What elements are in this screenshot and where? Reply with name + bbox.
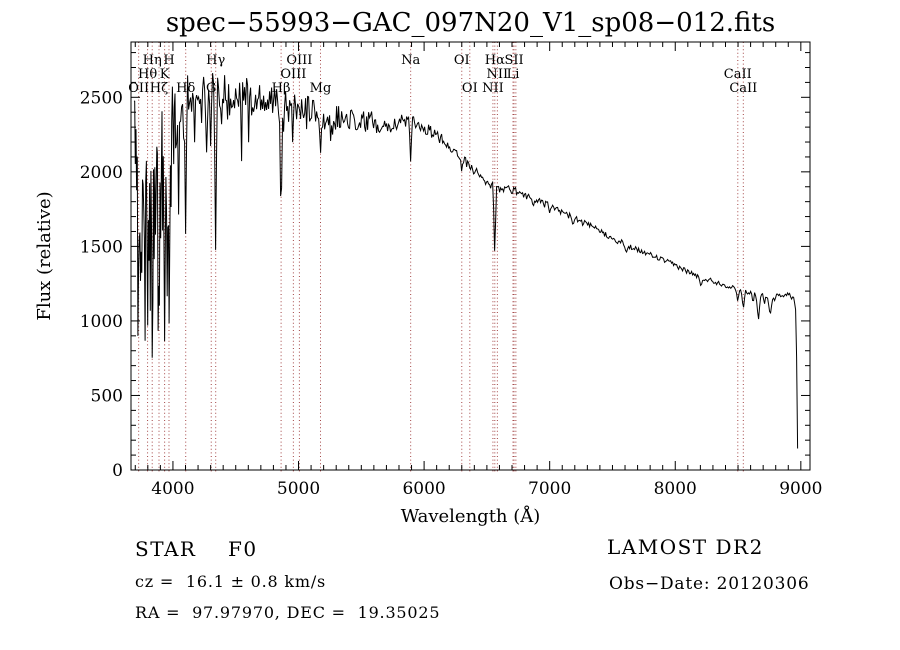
spectral-line-label: CaII bbox=[724, 67, 752, 82]
spectral-line-label: OIII bbox=[286, 53, 312, 68]
spectral-line-label: CaII bbox=[729, 81, 757, 96]
spectral-line-label: Hη bbox=[143, 53, 162, 68]
spectral-line-label: Hδ bbox=[176, 81, 195, 96]
spectral-line-label: OIII bbox=[280, 67, 306, 82]
x-tick-label: 6000 bbox=[402, 479, 445, 499]
plot-title: spec−55993−GAC_097N20_V1_sp08−012.fits bbox=[165, 8, 776, 38]
spectral-line-label: Mg bbox=[310, 81, 332, 96]
spectral-line-label: OI bbox=[462, 81, 478, 96]
y-tick-label: 1500 bbox=[80, 237, 123, 257]
spectrum-trace bbox=[133, 73, 799, 449]
spectral-line-label: K bbox=[160, 67, 170, 82]
spectral-line-label: Hα bbox=[485, 53, 505, 68]
spectral-line-label: G bbox=[206, 81, 216, 96]
x-tick-label: 8000 bbox=[654, 479, 697, 499]
spectral-line-label: Li bbox=[507, 67, 520, 82]
x-tick-label: 5000 bbox=[277, 479, 320, 499]
x-tick-label: 7000 bbox=[528, 479, 571, 499]
object-subclass: F0 bbox=[228, 537, 258, 561]
y-tick-label: 1000 bbox=[80, 312, 123, 332]
spectral-line-label: NII bbox=[482, 81, 504, 96]
survey-release: LAMOST DR2 bbox=[607, 535, 764, 559]
observation-date: Obs−Date: 20120306 bbox=[609, 574, 810, 594]
spectral-line-label: OI bbox=[454, 53, 470, 68]
plot-frame bbox=[130, 41, 811, 471]
x-tick-label: 9000 bbox=[779, 479, 822, 499]
spectral-line-label: OII bbox=[128, 81, 149, 96]
ra-dec-coordinates: RA = 97.97970, DEC = 19.35025 bbox=[135, 603, 441, 622]
spectral-line-label: Hγ bbox=[206, 53, 225, 68]
y-tick-label: 0 bbox=[112, 461, 123, 481]
x-axis-label: Wavelength (Å) bbox=[401, 505, 541, 527]
y-tick-label: 2000 bbox=[80, 163, 123, 183]
object-class: STAR bbox=[135, 537, 197, 561]
y-axis-label: Flux (relative) bbox=[34, 191, 55, 320]
spectral-line-label: SII bbox=[504, 53, 523, 68]
spectral-line-label: Na bbox=[401, 53, 420, 68]
spectral-line-label: H bbox=[163, 53, 174, 68]
y-tick-label: 500 bbox=[91, 386, 123, 406]
spectral-line-label: NII bbox=[487, 67, 509, 82]
spectral-line-label: Hθ bbox=[138, 67, 157, 82]
y-tick-label: 2500 bbox=[80, 88, 123, 108]
redshift-velocity: cz = 16.1 ± 0.8 km/s bbox=[135, 572, 327, 591]
spectral-line-label: Hζ bbox=[150, 81, 168, 96]
x-tick-label: 4000 bbox=[151, 479, 194, 499]
